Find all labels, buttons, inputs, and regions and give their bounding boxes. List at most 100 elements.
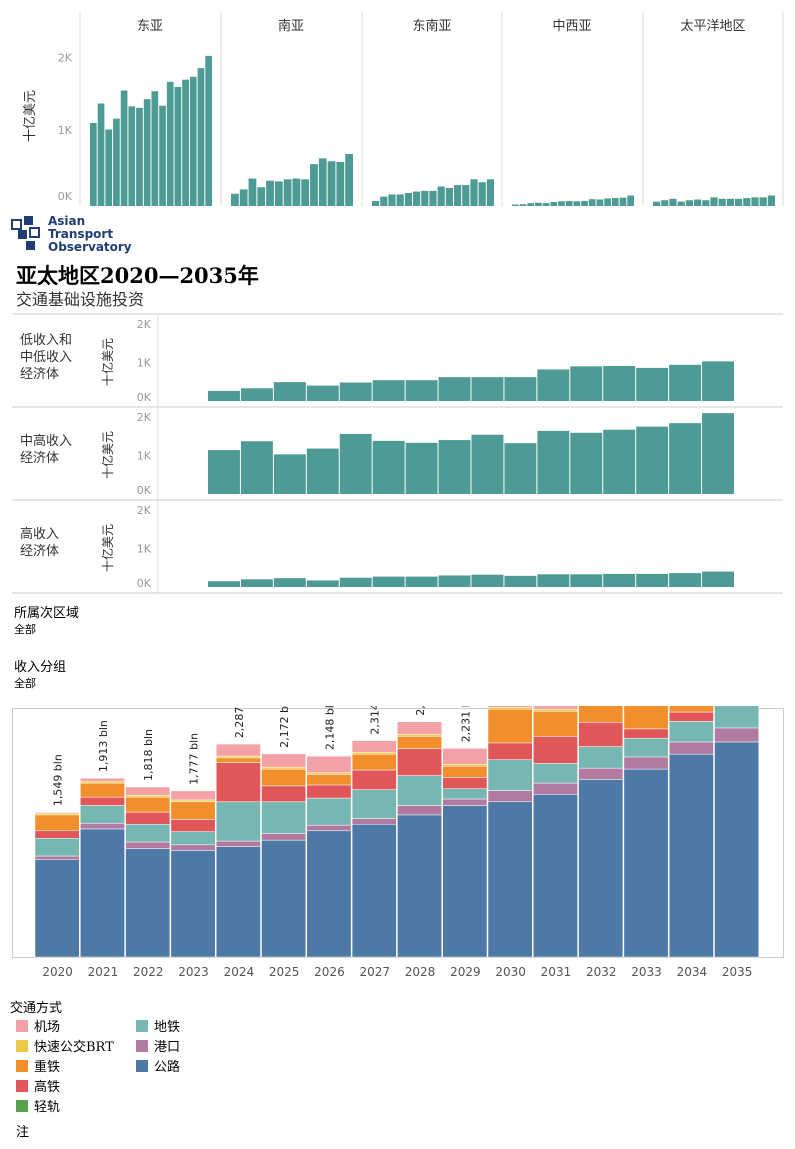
- subregion-filter-label: 所属次区域: [14, 606, 80, 621]
- x-tick-label: 2035: [722, 965, 753, 979]
- legend-swatch: [16, 1099, 28, 1112]
- x-tick-label: 2028: [405, 965, 436, 979]
- x-tick-label: 2026: [314, 965, 345, 979]
- legend-title: 交通方式: [10, 1001, 63, 1016]
- stack-segment: [668, 711, 714, 722]
- region-bar: [661, 200, 669, 206]
- stack-segment: [34, 814, 80, 832]
- income-group-label: 经济体: [20, 451, 59, 466]
- region-bar: [454, 185, 462, 206]
- income-bar: [405, 576, 438, 587]
- income-filter-value[interactable]: 全部: [14, 677, 36, 690]
- y-axis-title: 十亿美元: [23, 90, 38, 142]
- legend-label: 高铁: [34, 1080, 61, 1095]
- subregion-filter-value[interactable]: 全部: [14, 623, 36, 636]
- region-bar: [718, 198, 726, 206]
- y-tick-label: 2K: [137, 504, 152, 517]
- region-bar: [527, 203, 535, 206]
- x-tick-label: 2022: [133, 965, 164, 979]
- region-bar: [470, 179, 478, 206]
- region-bar: [128, 106, 136, 206]
- stack-segment: [125, 848, 171, 958]
- region-bar: [97, 103, 105, 206]
- y-tick-label: 2K: [137, 411, 152, 424]
- panel-label-1: 南亚: [278, 18, 304, 34]
- legend-item[interactable]: 轻轨: [16, 1095, 60, 1115]
- stack-segment: [533, 710, 578, 737]
- stack-segment: [442, 805, 488, 958]
- income-bar: [405, 380, 438, 401]
- stack-segment: [261, 753, 307, 768]
- income-bar: [537, 369, 570, 401]
- asian-transport-observatory-logo: Asian Transport Observatory: [10, 212, 140, 256]
- income-filter[interactable]: 收入分组 全部: [14, 656, 66, 691]
- stack-segment: [714, 706, 760, 729]
- subregion-filter[interactable]: 所属次区域 全部: [14, 602, 79, 637]
- chart-frame: [12, 708, 784, 958]
- stack-segment: [170, 790, 216, 801]
- income-bar: [603, 365, 636, 401]
- logo-line-2: Transport: [48, 227, 114, 241]
- income-bar: [438, 575, 471, 587]
- stack-segment: [397, 721, 442, 735]
- x-tick-label: 2033: [631, 965, 662, 979]
- y-tick-label: 1K: [137, 450, 152, 463]
- y-tick-label: 1K: [137, 543, 152, 556]
- region-bar: [318, 158, 327, 206]
- stack-segment: [487, 790, 533, 803]
- region-bar: [611, 198, 619, 206]
- region-bar: [565, 200, 573, 206]
- income-bar: [273, 382, 306, 401]
- income-bar: [372, 380, 405, 401]
- subregion-chart: 十亿美元 0K 1K 2K 东亚 南亚 东南亚 中西亚 太平洋地区: [23, 12, 784, 207]
- stack-segment: [306, 824, 352, 832]
- region-bar: [257, 187, 266, 206]
- income-bar: [603, 573, 636, 587]
- legend-item[interactable]: 公路: [136, 1055, 180, 1075]
- y-tick-label: 0K: [137, 484, 152, 497]
- income-bar: [306, 580, 339, 587]
- stack-segment: [34, 855, 80, 861]
- region-bar: [151, 91, 159, 206]
- income-bar: [636, 367, 669, 401]
- income-bar: [702, 413, 734, 494]
- stack-segment: [623, 737, 669, 758]
- stack-segment: [125, 794, 171, 798]
- stack-segment: [125, 823, 171, 843]
- region-bar: [327, 161, 336, 206]
- legend-item[interactable]: 快速公交BRT: [16, 1035, 114, 1055]
- legend-item[interactable]: 高铁: [16, 1075, 60, 1095]
- region-bar: [136, 107, 143, 206]
- stack-segment: [170, 831, 216, 846]
- stack-segment: [125, 811, 171, 825]
- region-bar: [421, 190, 429, 206]
- region-bar: [685, 200, 693, 206]
- legend-item[interactable]: 地铁: [136, 1015, 180, 1035]
- total-label: 2,231 bln: [459, 706, 472, 742]
- income-group-label: 低收入和: [20, 333, 72, 348]
- stack-segment: [306, 830, 352, 958]
- income-bar: [240, 388, 273, 401]
- stack-segment: [34, 830, 80, 839]
- legend-item[interactable]: 港口: [136, 1035, 180, 1055]
- region-bar: [231, 193, 239, 206]
- stack-segment: [351, 769, 397, 790]
- income-bar: [669, 423, 702, 494]
- legend-swatch: [16, 1019, 28, 1032]
- stack-segment: [80, 805, 125, 824]
- income-group-label: 经济体: [20, 367, 59, 382]
- stack-segment: [351, 823, 397, 958]
- income-bar: [570, 574, 603, 587]
- legend: 交通方式 机场 快速公交BRT 重铁高铁 轻轨 地铁 港口 公路: [10, 997, 180, 1115]
- y-tick-label: 2K: [58, 52, 73, 65]
- income-bar: [339, 433, 372, 494]
- stack-segment: [306, 774, 352, 786]
- y-tick-label: 0K: [58, 190, 73, 203]
- stack-segment: [80, 823, 125, 830]
- region-bar: [413, 191, 421, 206]
- legend-item[interactable]: 机场: [16, 1015, 60, 1035]
- legend-item[interactable]: 重铁: [16, 1055, 60, 1075]
- income-bar: [669, 573, 702, 587]
- income-bar: [504, 377, 537, 401]
